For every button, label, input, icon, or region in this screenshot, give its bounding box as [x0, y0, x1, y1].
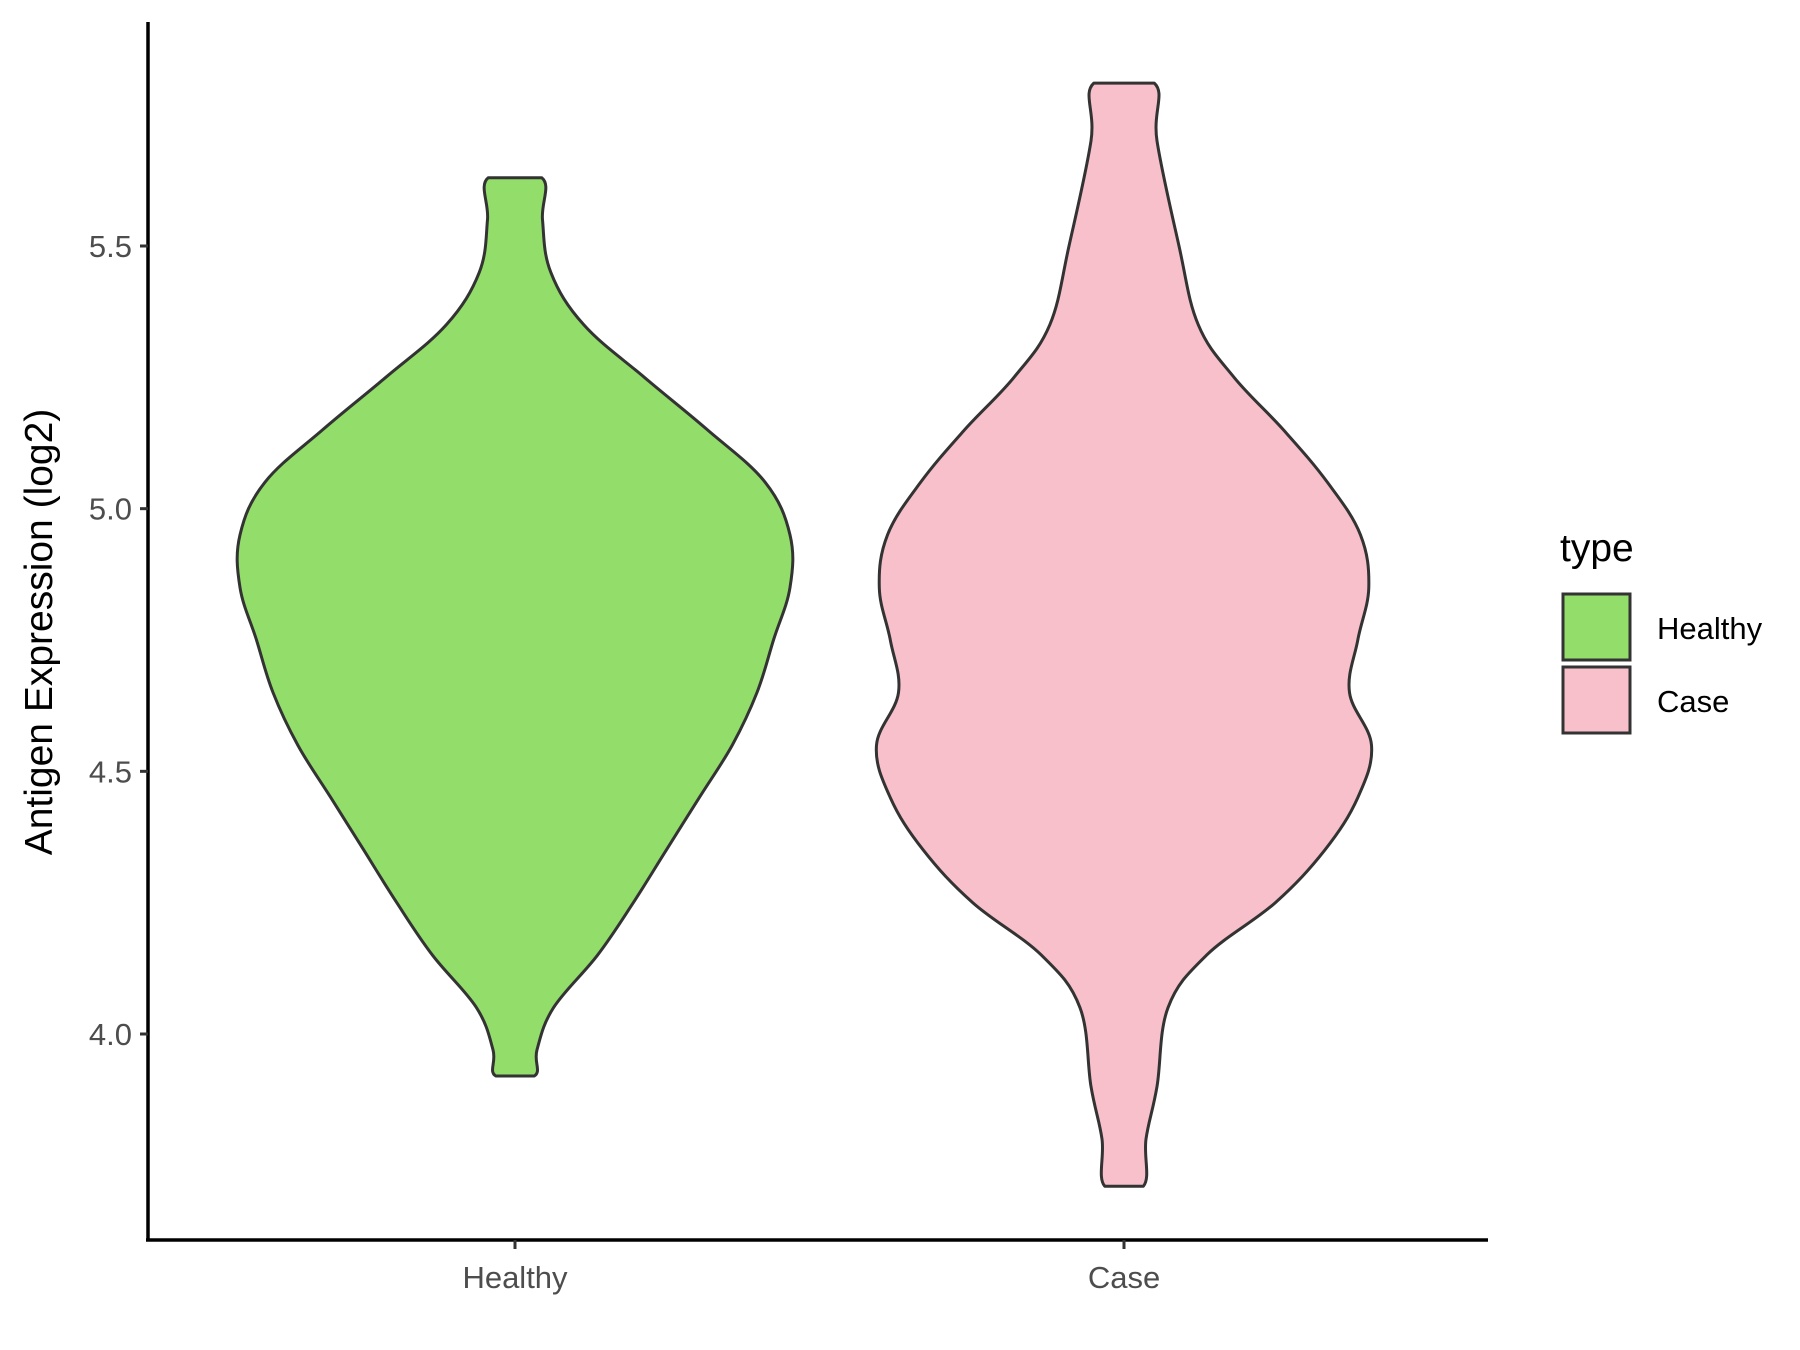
- legend: type Healthy Case: [1560, 527, 1763, 735]
- x-tick-label: Case: [1088, 1260, 1160, 1295]
- violins-group: [235, 81, 1374, 1188]
- y-tick-label: 4.0: [89, 1017, 132, 1052]
- violin-healthy: [235, 176, 795, 1078]
- x-ticks-group: Healthy Case: [462, 1240, 1160, 1295]
- y-axis-title: Antigen Expression (log2): [18, 409, 61, 856]
- x-tick-label: Healthy: [462, 1260, 568, 1295]
- y-tick-label: 5.0: [89, 492, 132, 527]
- axes-group: [146, 22, 1488, 1242]
- y-tick-label: 5.5: [89, 229, 132, 264]
- legend-title: type: [1560, 527, 1634, 570]
- legend-key-case: [1561, 665, 1632, 735]
- legend-key-healthy: [1561, 592, 1632, 662]
- y-tick-label: 4.5: [89, 754, 132, 789]
- violin-case: [874, 81, 1374, 1188]
- legend-entries: Healthy Case: [1561, 592, 1763, 735]
- legend-label-healthy: Healthy: [1657, 611, 1763, 646]
- legend-label-case: Case: [1657, 684, 1729, 719]
- y-ticks-group: 4.0 4.5 5.0 5.5: [89, 229, 148, 1052]
